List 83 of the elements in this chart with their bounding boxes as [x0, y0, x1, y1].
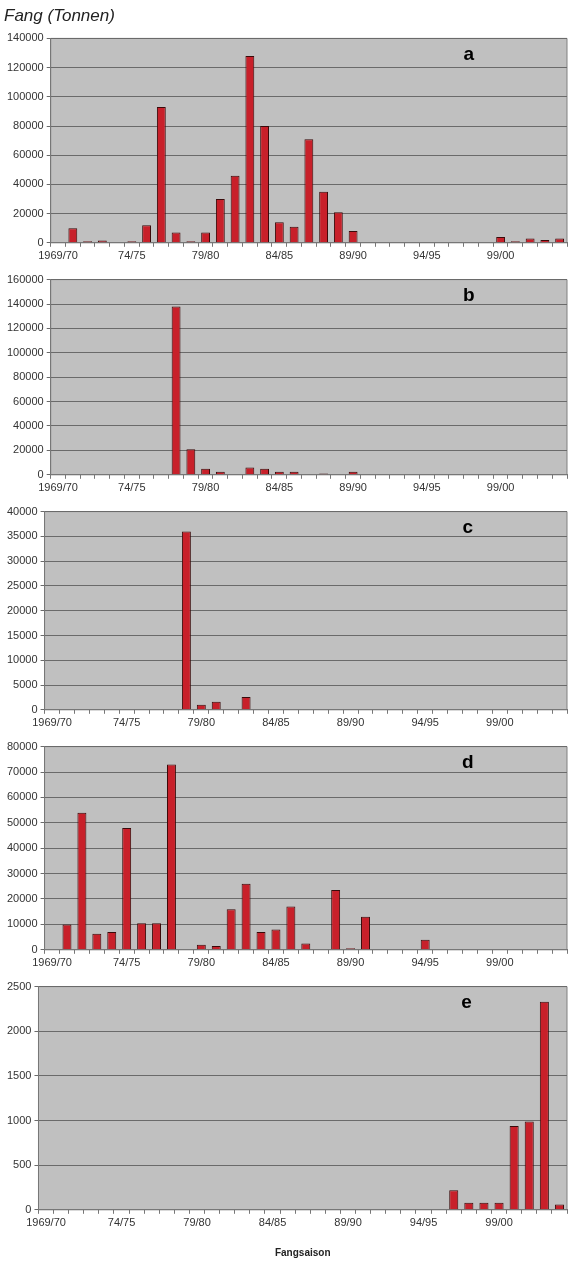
y-tick-label: 80000 — [13, 119, 44, 132]
annotation: a — [463, 42, 475, 64]
x-tick-label: 84/85 — [258, 1216, 287, 1229]
y-tick-label: 1000 — [6, 1113, 32, 1126]
x-tick-label: 84/85 — [262, 716, 290, 729]
x-tick-label: 79/80 — [183, 1216, 211, 1229]
y-tick-label: 100000 — [6, 89, 44, 102]
y-tick-label: 500 — [13, 1158, 32, 1171]
y-tick-label: 35000 — [6, 529, 38, 542]
y-tick-label: 20000 — [6, 603, 38, 616]
x-tick-label: 89/90 — [336, 956, 365, 969]
y-tick-label: 100000 — [6, 345, 44, 358]
x-tick-label: 1969/70 — [32, 716, 72, 729]
y-tick-label: 0 — [37, 467, 44, 480]
x-tick-label: 99/00 — [486, 716, 514, 729]
y-tick-label: 2000 — [6, 1024, 32, 1037]
x-tick-label: 1969/70 — [38, 249, 78, 262]
y-tick-label: 0 — [31, 702, 38, 715]
x-tick-label: 99/00 — [486, 956, 514, 969]
y-tick-label: 40000 — [13, 177, 44, 190]
x-tick-label: 84/85 — [262, 956, 290, 969]
x-tick-label: 84/85 — [265, 249, 294, 262]
x-tick-label: 79/80 — [187, 956, 216, 969]
y-tick-label: 120000 — [6, 321, 44, 334]
x-tick-label: 99/00 — [486, 481, 515, 494]
y-tick-label: 25000 — [6, 578, 38, 591]
y-tick-label: 30000 — [6, 554, 38, 567]
chart-title: Fang (Tonnen) — [4, 5, 115, 25]
y-tick-label: 70000 — [6, 765, 38, 778]
y-tick-label: 140000 — [6, 31, 44, 44]
x-tick-label: 79/80 — [187, 716, 216, 729]
x-tick-label: 74/75 — [118, 481, 146, 494]
x-tick-label: 1969/70 — [38, 481, 78, 494]
y-tick-label: 20000 — [13, 206, 44, 219]
x-tick-label: 94/95 — [411, 956, 439, 969]
x-tick-label: 94/95 — [411, 716, 439, 729]
y-tick-label: 40000 — [6, 504, 38, 517]
y-tick-label: 15000 — [6, 628, 38, 641]
y-tick-label: 60000 — [13, 394, 44, 407]
x-tick-label: 79/80 — [191, 249, 220, 262]
y-tick-label: 40000 — [13, 419, 44, 432]
x-tick-label: 74/75 — [118, 249, 146, 262]
x-tick-label: 99/00 — [486, 249, 515, 262]
y-tick-label: 160000 — [6, 272, 44, 285]
y-tick-label: 10000 — [6, 653, 38, 666]
x-tick-label: 84/85 — [265, 481, 294, 494]
x-tick-label: 74/75 — [112, 956, 141, 969]
annotation: e — [461, 990, 472, 1012]
y-tick-label: 40000 — [6, 841, 38, 854]
y-tick-label: 60000 — [6, 790, 38, 803]
y-tick-label: 5000 — [13, 678, 38, 691]
x-tick-label: 89/90 — [336, 716, 365, 729]
x-tick-label: 89/90 — [334, 1216, 362, 1229]
x-tick-label: 94/95 — [409, 1216, 438, 1229]
x-tick-label: 1969/70 — [26, 1216, 66, 1229]
y-tick-label: 120000 — [6, 60, 44, 73]
x-tick-label: 99/00 — [485, 1216, 513, 1229]
y-tick-label: 0 — [37, 235, 44, 248]
y-tick-label: 0 — [31, 942, 38, 955]
annotation: c — [462, 515, 474, 537]
y-tick-label: 0 — [25, 1202, 32, 1215]
annotation: b — [463, 283, 475, 305]
y-tick-label: 10000 — [6, 917, 38, 930]
x-tick-label: 94/95 — [413, 481, 441, 494]
x-tick-label: 89/90 — [339, 249, 367, 262]
y-tick-label: 60000 — [13, 148, 44, 161]
x-tick-label: 79/80 — [191, 481, 220, 494]
x-tick-label: 94/95 — [413, 249, 441, 262]
y-tick-label: 1500 — [6, 1068, 32, 1081]
y-tick-label: 50000 — [6, 815, 38, 828]
x-tick-label: 74/75 — [112, 716, 141, 729]
y-tick-label: 80000 — [13, 370, 44, 383]
y-tick-label: 140000 — [6, 297, 44, 310]
x-tick-label: 74/75 — [107, 1216, 136, 1229]
x-tick-label: 1969/70 — [32, 956, 72, 969]
x-tick-label: 89/90 — [339, 481, 367, 494]
x-axis-title: Fangsaison — [274, 1246, 331, 1258]
y-tick-label: 80000 — [6, 739, 38, 752]
y-tick-label: 30000 — [6, 866, 38, 879]
y-tick-label: 20000 — [13, 443, 44, 456]
y-tick-label: 20000 — [6, 892, 38, 905]
annotation: d — [461, 750, 474, 772]
y-tick-label: 2500 — [6, 979, 32, 992]
